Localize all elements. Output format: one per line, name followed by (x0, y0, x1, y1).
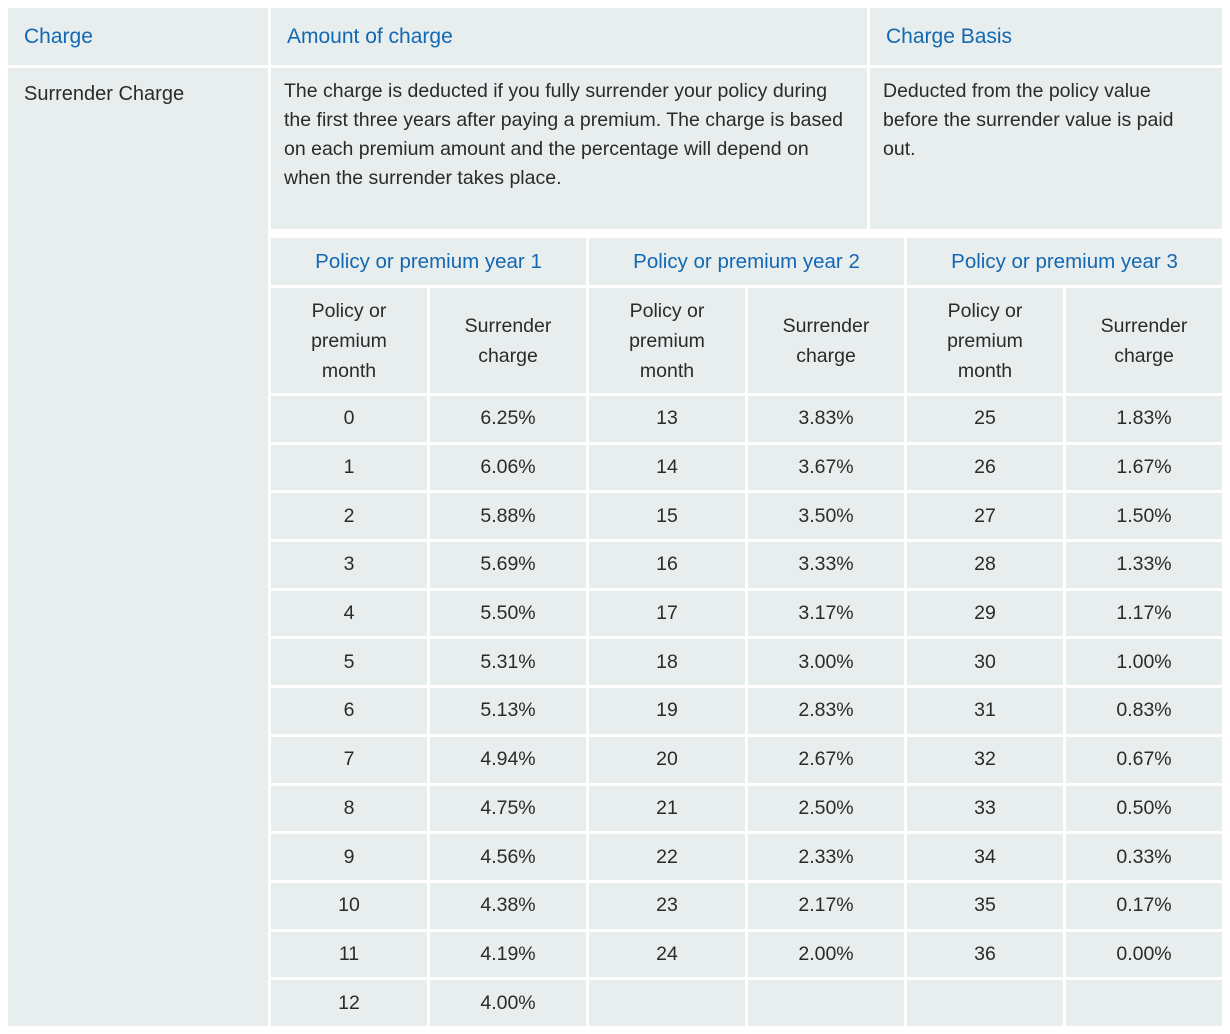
schedule-cell: 21 (589, 785, 745, 832)
schedule-cell: 4 (271, 590, 427, 637)
schedule-cell: 1.33% (1066, 542, 1222, 588)
schedule-cell: 0.83% (1066, 688, 1222, 734)
schedule-cell: 27 (907, 493, 1063, 540)
schedule-cell: 8 (271, 785, 427, 832)
schedule-cell: 1.50% (1066, 493, 1222, 540)
schedule-cell (748, 980, 904, 1026)
schedule-cell: 34 (907, 834, 1063, 880)
charges-table: Charge Amount of charge Charge Basis Sur… (8, 8, 1222, 1026)
schedule-cell: 26 (907, 444, 1063, 491)
schedule-cell: 15 (589, 493, 745, 540)
schedule-cell: 24 (589, 931, 745, 978)
schedule-column-header-month-y3: Policy or premium month (907, 288, 1063, 393)
schedule-cell: 6 (271, 688, 427, 734)
schedule-cell: 36 (907, 931, 1063, 978)
schedule-cell: 10 (271, 882, 427, 929)
year-3-header: Policy or premium year 3 (907, 238, 1222, 285)
column-header-charge: Charge (8, 8, 268, 65)
schedule-cell: 23 (589, 882, 745, 929)
schedule-cell: 2 (271, 493, 427, 540)
schedule-cell: 3.00% (748, 639, 904, 686)
schedule-cell: 5.31% (430, 639, 586, 686)
charge-name-cell: Surrender Charge (8, 68, 268, 1026)
year-2-header: Policy or premium year 2 (589, 238, 904, 285)
schedule-cell: 31 (907, 688, 1063, 734)
schedule-cell: 0.33% (1066, 834, 1222, 880)
schedule-column-header-charge-y1: Surrender charge (430, 288, 586, 393)
schedule-cell: 2.00% (748, 931, 904, 978)
schedule-column-header-month-y2: Policy or premium month (589, 288, 745, 393)
schedule-cell: 3.50% (748, 493, 904, 540)
schedule-cell: 7 (271, 736, 427, 783)
schedule-cell: 17 (589, 590, 745, 637)
schedule-cell: 14 (589, 444, 745, 491)
schedule-cell: 13 (589, 396, 745, 442)
column-header-charge-basis: Charge Basis (870, 8, 1222, 65)
schedule-cell: 2.33% (748, 834, 904, 880)
schedule-cell: 1.83% (1066, 396, 1222, 442)
schedule-cell: 1.17% (1066, 590, 1222, 637)
schedule-column-header-charge-y2: Surrender charge (748, 288, 904, 393)
charge-basis-text: Deducted from the policy value before th… (870, 68, 1222, 229)
schedule-cell: 30 (907, 639, 1063, 686)
schedule-cell: 25 (907, 396, 1063, 442)
schedule-cell: 20 (589, 736, 745, 783)
schedule-cell: 3.83% (748, 396, 904, 442)
schedule-cell: 2.83% (748, 688, 904, 734)
schedule-cell: 3.17% (748, 590, 904, 637)
schedule-cell: 19 (589, 688, 745, 734)
schedule-cell: 33 (907, 785, 1063, 832)
schedule-cell: 32 (907, 736, 1063, 783)
schedule-cell: 1 (271, 444, 427, 491)
schedule-cell: 2.17% (748, 882, 904, 929)
schedule-cell: 12 (271, 980, 427, 1026)
schedule-column-header-month-y1: Policy or premium month (271, 288, 427, 393)
schedule-cell: 16 (589, 542, 745, 588)
schedule-cell: 4.75% (430, 785, 586, 832)
schedule-cell (907, 980, 1063, 1026)
schedule-grid: Policy or premium year 1 Policy or premi… (271, 238, 1222, 1026)
schedule-cell: 22 (589, 834, 745, 880)
surrender-schedule: Policy or premium year 1 Policy or premi… (271, 232, 1222, 1026)
schedule-cell: 28 (907, 542, 1063, 588)
schedule-cell: 2.50% (748, 785, 904, 832)
schedule-cell: 18 (589, 639, 745, 686)
schedule-cell: 6.25% (430, 396, 586, 442)
schedule-cell (1066, 980, 1222, 1026)
schedule-cell: 5.88% (430, 493, 586, 540)
schedule-cell: 35 (907, 882, 1063, 929)
schedule-cell: 9 (271, 834, 427, 880)
schedule-cell: 0 (271, 396, 427, 442)
schedule-cell: 6.06% (430, 444, 586, 491)
year-1-header: Policy or premium year 1 (271, 238, 586, 285)
schedule-cell: 5 (271, 639, 427, 686)
schedule-cell: 0.50% (1066, 785, 1222, 832)
schedule-cell: 4.38% (430, 882, 586, 929)
schedule-cell: 29 (907, 590, 1063, 637)
schedule-cell: 0.67% (1066, 736, 1222, 783)
schedule-cell: 2.67% (748, 736, 904, 783)
schedule-cell: 3.33% (748, 542, 904, 588)
schedule-cell: 4.19% (430, 931, 586, 978)
schedule-cell: 0.17% (1066, 882, 1222, 929)
schedule-cell: 11 (271, 931, 427, 978)
amount-of-charge-description: The charge is deducted if you fully surr… (271, 68, 867, 229)
schedule-cell: 4.56% (430, 834, 586, 880)
schedule-cell: 4.00% (430, 980, 586, 1026)
schedule-cell: 3 (271, 542, 427, 588)
schedule-cell: 5.13% (430, 688, 586, 734)
schedule-cell (589, 980, 745, 1026)
column-header-amount-of-charge: Amount of charge (271, 8, 867, 65)
schedule-column-header-charge-y3: Surrender charge (1066, 288, 1222, 393)
schedule-cell: 5.50% (430, 590, 586, 637)
schedule-cell: 1.00% (1066, 639, 1222, 686)
schedule-cell: 3.67% (748, 444, 904, 491)
schedule-cell: 1.67% (1066, 444, 1222, 491)
schedule-cell: 0.00% (1066, 931, 1222, 978)
schedule-cell: 5.69% (430, 542, 586, 588)
schedule-cell: 4.94% (430, 736, 586, 783)
